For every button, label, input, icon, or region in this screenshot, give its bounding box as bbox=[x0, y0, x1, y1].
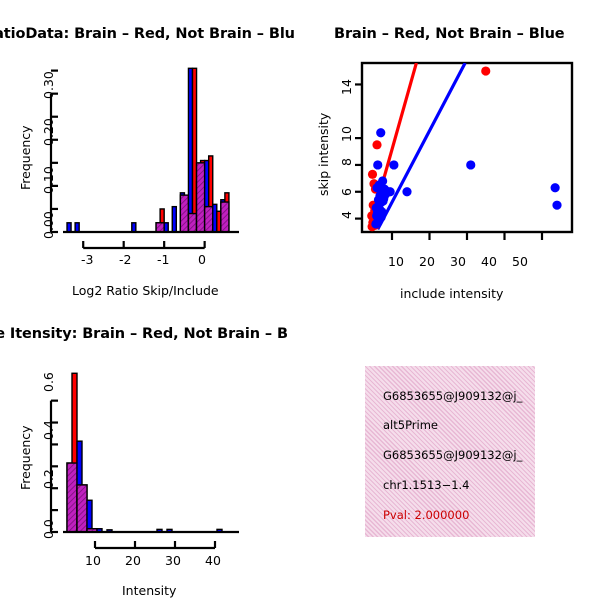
scatter-point bbox=[378, 196, 388, 206]
hist-bar-overlap bbox=[76, 484, 88, 533]
scatter-point bbox=[371, 219, 381, 229]
scatter-point bbox=[466, 160, 476, 170]
topright-xlabel: include intensity bbox=[400, 286, 504, 301]
topleft-xtick-1: -2 bbox=[119, 252, 132, 267]
topleft-xtick-0: -3 bbox=[81, 252, 94, 267]
bottomleft-xtick-0: 10 bbox=[85, 553, 101, 568]
scatter-point bbox=[481, 66, 491, 76]
topright-xtick-4: 50 bbox=[512, 254, 528, 269]
scatter-point bbox=[550, 183, 560, 193]
info-line-1: alt5Prime bbox=[383, 418, 439, 432]
scatter-point bbox=[382, 187, 393, 197]
topleft-xtick-3: 0 bbox=[198, 252, 206, 267]
info-line-4: Pval: 2.000000 bbox=[383, 508, 470, 522]
topright-xtick-0: 10 bbox=[388, 254, 404, 269]
scatter-point bbox=[367, 169, 378, 179]
bottomleft-xtick-1: 20 bbox=[125, 553, 141, 568]
svg-bottomleft-group bbox=[49, 372, 239, 550]
bottomleft-xtick-2: 30 bbox=[165, 553, 181, 568]
info-line-0: G6853655@J909132@j_ bbox=[383, 389, 523, 403]
topright-xtick-3: 40 bbox=[481, 254, 497, 269]
svg-topright-group bbox=[355, 61, 574, 240]
scatter-point bbox=[552, 200, 562, 210]
annotation-box bbox=[365, 366, 535, 537]
scatter-point bbox=[376, 128, 386, 138]
topleft-xtick-2: -1 bbox=[157, 252, 170, 267]
scatter-point bbox=[376, 212, 386, 222]
fit-line bbox=[376, 63, 467, 231]
hist-bar-overlap bbox=[66, 462, 78, 533]
scatter-point bbox=[373, 160, 383, 170]
scatter-point bbox=[389, 160, 399, 170]
topleft-title: RatioData: Brain – Red, Not Brain – Blu bbox=[0, 26, 295, 42]
info-line-2: G6853655@J909132@j_ bbox=[383, 448, 523, 462]
topright-xtick-1: 20 bbox=[419, 254, 435, 269]
topleft-xlabel: Log2 Ratio Skip/Include bbox=[72, 283, 219, 298]
svg-topleft-group bbox=[49, 67, 239, 250]
scatter-point bbox=[402, 187, 412, 197]
bottomleft-title: ne Itensity: Brain – Red, Not Brain – B bbox=[0, 326, 288, 342]
hist-bar bbox=[86, 499, 93, 533]
bottomleft-xtick-3: 40 bbox=[205, 553, 221, 568]
scatter-point bbox=[372, 140, 382, 150]
topright-title: Brain – Red, Not Brain – Blue bbox=[334, 26, 565, 42]
info-line-3: chr1.1513−1.4 bbox=[383, 478, 470, 492]
topright-xtick-2: 30 bbox=[450, 254, 466, 269]
bottomleft-xlabel: Intensity bbox=[122, 583, 177, 598]
